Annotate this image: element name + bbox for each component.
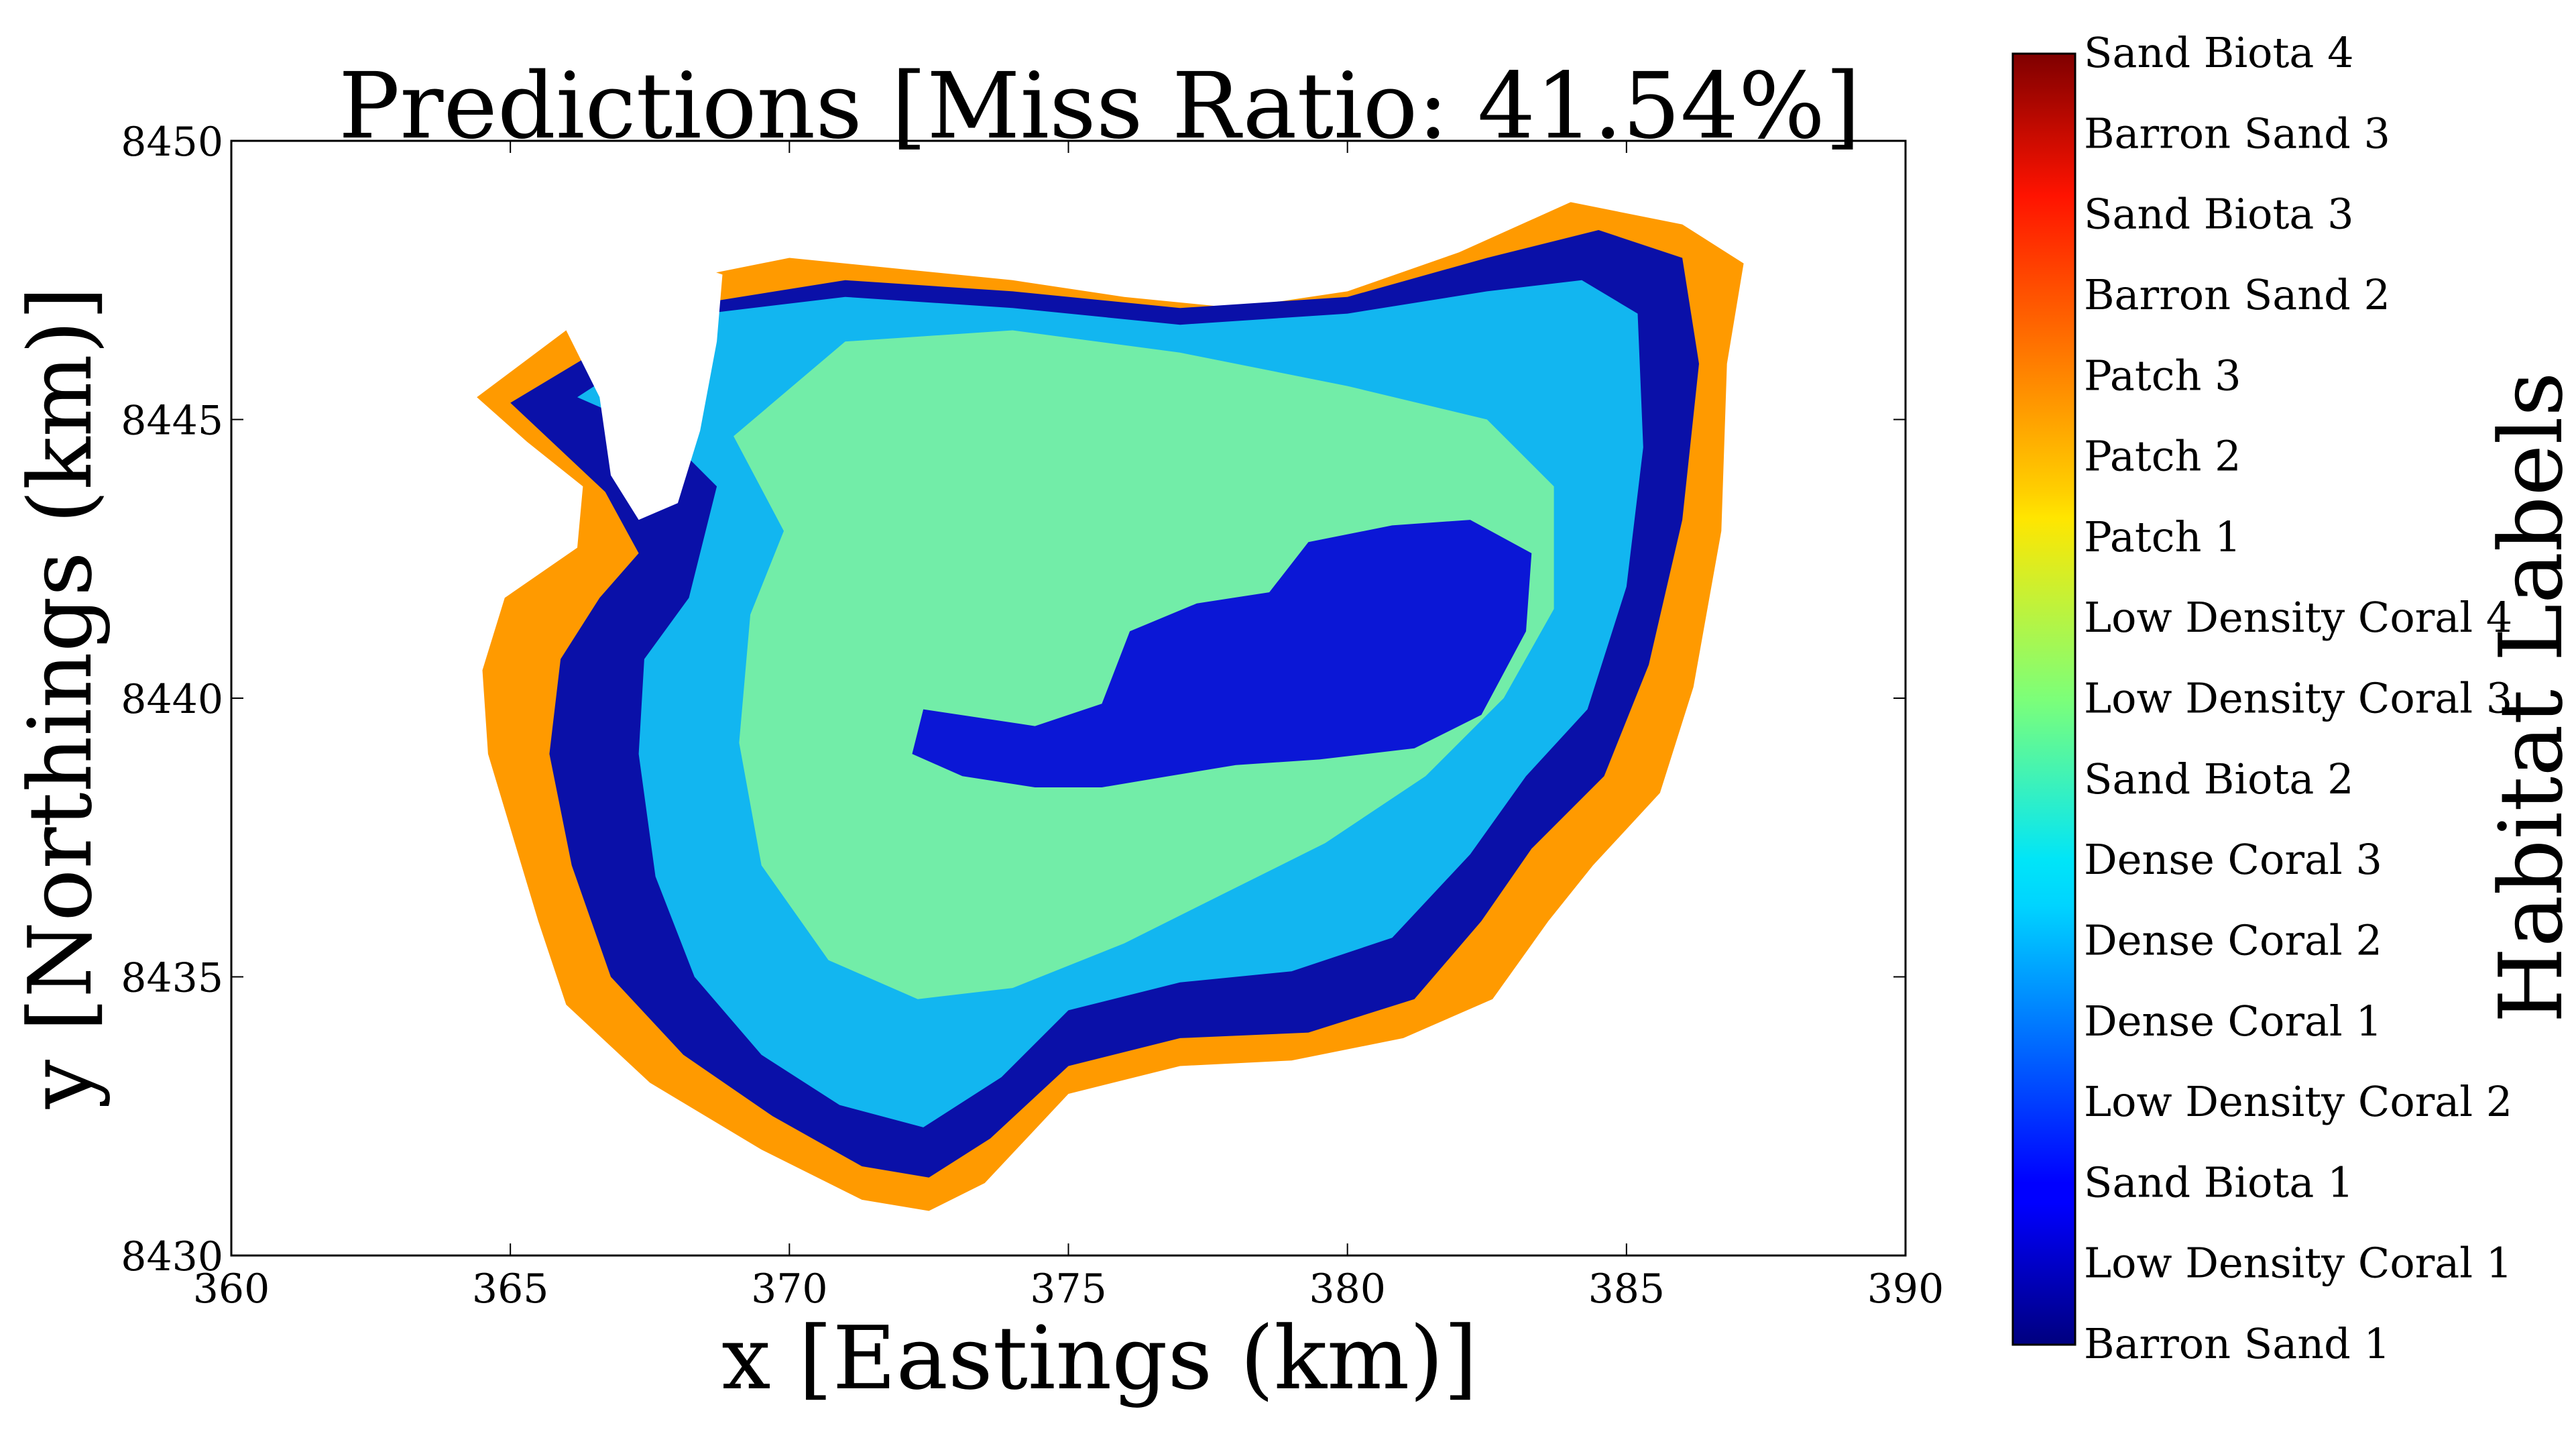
x-tick-label: 365: [472, 1266, 549, 1313]
y-tick-label: 8440: [121, 676, 223, 723]
colorbar-tick-label: Sand Biota 2: [2084, 755, 2354, 803]
y-tick-label: 8430: [121, 1233, 223, 1280]
colorbar-tick-label: Barron Sand 1: [2084, 1319, 2390, 1368]
y-tick-label: 8445: [121, 398, 223, 445]
x-tick-label: 385: [1588, 1266, 1665, 1313]
colorbar-tick-label: Sand Biota 4: [2084, 28, 2354, 77]
x-tick-label: 370: [751, 1266, 828, 1313]
colorbar-ticks: Barron Sand 1 Low Density Coral 1 Sand Bio…: [2084, 28, 2512, 1368]
colorbar-tick-label: Low Density Coral 2: [2084, 1077, 2512, 1126]
y-tick-label: 8450: [121, 119, 223, 166]
chart-title: Predictions [Miss Ratio: 41.54%]: [339, 54, 1861, 160]
x-tick-label: 380: [1309, 1266, 1386, 1313]
x-tick-label: 390: [1867, 1266, 1944, 1313]
colorbar-title: Habitat Labels: [2480, 372, 2576, 1023]
colorbar-tick-label: Low Density Coral 4: [2084, 593, 2512, 642]
colorbar-tick-label: Barron Sand 2: [2084, 270, 2390, 319]
colorbar-tick-label: Barron Sand 3: [2084, 109, 2390, 158]
colorbar-tick-label: Low Density Coral 3: [2084, 674, 2512, 723]
y-axis-ticks: 8430 8435 8440 8445 8450: [121, 119, 1906, 1280]
region-lagoon: [566, 258, 723, 520]
colorbar-tick-label: Patch 2: [2084, 432, 2241, 481]
colorbar-tick-label: Dense Coral 3: [2084, 835, 2382, 884]
colorbar-tick-label: Dense Coral 2: [2084, 915, 2382, 964]
x-tick-label: 360: [193, 1266, 270, 1313]
region-deep: [912, 520, 1532, 787]
colorbar-tick-label: Patch 3: [2084, 351, 2241, 400]
y-axis-label: y [Northings (km)]: [9, 286, 111, 1109]
colorbar: [2011, 52, 2076, 1346]
colorbar-tick-label: Patch 1: [2084, 512, 2241, 561]
x-axis-label: x [Eastings (km)]: [721, 1307, 1477, 1409]
x-tick-label: 375: [1030, 1266, 1107, 1313]
colorbar-tick-label: Sand Biota 1: [2084, 1158, 2354, 1207]
x-axis-ticks: 360 365 370 375 380 385 390: [193, 141, 1944, 1313]
colorbar-tick-label: Low Density Coral 1: [2084, 1239, 2512, 1288]
scatter-region-layer: [477, 202, 1744, 1211]
colorbar-tick-label: Sand Biota 3: [2084, 190, 2354, 239]
y-tick-label: 8435: [121, 955, 223, 1002]
colorbar-tick-label: Dense Coral 1: [2084, 997, 2382, 1046]
